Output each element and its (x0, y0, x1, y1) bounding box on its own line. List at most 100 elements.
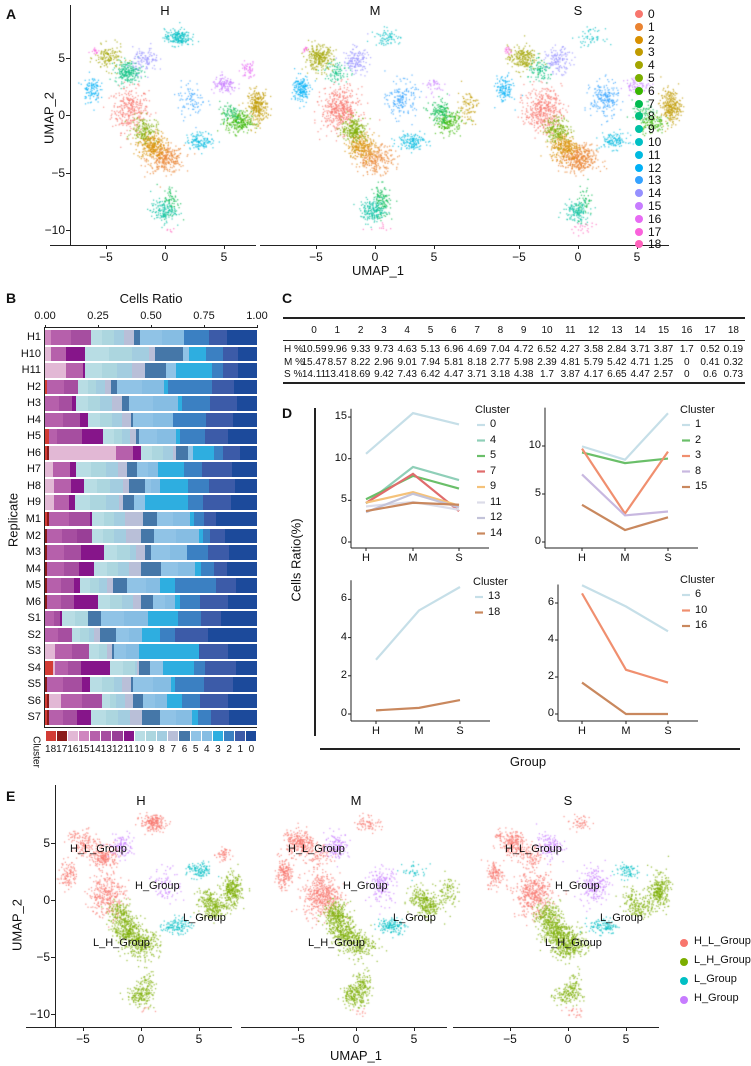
bar-segment-cluster-5 (182, 346, 190, 362)
bar-segment-cluster-14 (53, 495, 70, 510)
y-tick-label: 5 (43, 836, 50, 850)
y-tick-label: 0 (58, 108, 65, 122)
bar-segment-cluster-3 (142, 627, 161, 643)
bar-segment-cluster-6 (112, 578, 128, 593)
x-tick-label: −5 (291, 1032, 305, 1046)
facet-title-h: H (136, 793, 146, 808)
line-x-tick-label: M (620, 552, 630, 564)
table-cell: 0 (684, 356, 690, 368)
bar-segment-cluster-6 (133, 330, 141, 345)
table-header-cell: 0 (311, 325, 317, 336)
bar-segment-cluster-9 (90, 495, 106, 510)
bar-segment-cluster-2 (168, 379, 212, 395)
bar-segment-cluster-3 (160, 578, 175, 593)
table-row-label: H % (284, 344, 303, 355)
bar-segment-cluster-1 (210, 710, 230, 725)
bar-segment-cluster-1 (210, 396, 237, 411)
table-cell: 3.58 (583, 344, 604, 355)
bar-segment-cluster-1 (215, 578, 237, 593)
bar-segment-cluster-0 (237, 363, 258, 378)
table-cell: 3.71 (467, 369, 487, 380)
bar-row (45, 429, 258, 444)
table-cell: 3.71 (630, 344, 650, 355)
bar-segment-cluster-4 (173, 511, 191, 527)
bar-segment-cluster-8 (135, 660, 138, 676)
bar-segment-cluster-13 (64, 545, 82, 560)
bar-segment-cluster-14 (47, 545, 65, 560)
line-panel-left-rule (314, 408, 316, 736)
group-annotation: H_L_Group (505, 843, 562, 855)
table-cell: 6.52 (537, 344, 557, 355)
cluster-legend-label-2: 2 (226, 744, 232, 755)
bar-segment-cluster-7 (137, 660, 140, 676)
bar-segment-cluster-13 (53, 611, 61, 626)
bar-segment-cluster-14 (55, 660, 69, 676)
bar-segment-cluster-13 (58, 627, 72, 643)
y-tick (51, 1014, 55, 1015)
replicate-label: H7 (26, 463, 41, 476)
bar-row (45, 346, 258, 362)
bar-segment-cluster-11 (70, 478, 85, 494)
bar-row (45, 330, 258, 345)
bar-segment-cluster-14 (47, 379, 64, 395)
bar-segment-cluster-7 (124, 693, 133, 709)
bar-segment-cluster-10 (91, 710, 106, 725)
bar-bottom-axis (44, 727, 257, 728)
bar-row (45, 495, 258, 510)
replicate-label: H6 (26, 446, 41, 459)
bar-segment-cluster-0 (224, 528, 258, 544)
x-tick-label: 0 (371, 250, 379, 264)
bar-segment-cluster-9 (122, 660, 136, 676)
bar-segment-cluster-0 (232, 412, 258, 428)
cluster-legend-label-3: 3 (215, 744, 221, 755)
y-tick (66, 115, 70, 116)
bar-row (45, 611, 258, 626)
bar-segment-cluster-13 (62, 528, 78, 544)
table-header-rule (283, 340, 745, 341)
line-series-cluster-0 (365, 411, 460, 455)
bar-segment-cluster-1 (199, 693, 229, 709)
bar-segment-cluster-4 (175, 528, 200, 544)
replicate-label: S5 (27, 678, 41, 691)
bar-segment-cluster-17 (47, 511, 50, 527)
bar-segment-cluster-2 (187, 478, 210, 494)
x-tick-label: 0 (352, 1032, 360, 1046)
bar-segment-cluster-0 (231, 462, 258, 477)
table-header-cell: 1 (334, 325, 341, 336)
group-annotation: L_H_Group (93, 937, 150, 949)
cluster-legend-swatch-10 (134, 731, 145, 741)
replicate-label: H2 (26, 380, 41, 393)
bar-segment-cluster-2 (194, 660, 205, 676)
bar-segment-cluster-11 (71, 396, 76, 411)
x-axis-line (463, 245, 669, 246)
bar-segment-cluster-14 (47, 528, 63, 544)
bar-segment-cluster-11 (66, 346, 86, 362)
bar-segment-cluster-2 (214, 445, 224, 461)
table-cell: 4.72 (513, 344, 534, 355)
legend-dot-h-l-group (680, 939, 688, 947)
cluster-legend-label-7: 7 (170, 744, 177, 755)
bar-segment-cluster-5 (144, 478, 152, 494)
x-tick (224, 245, 225, 249)
bar-segment-cluster-9 (152, 445, 164, 461)
bar-x-tick-label: 0.50 (140, 310, 162, 322)
line-x-tick-label: H (578, 552, 586, 564)
bar-segment-cluster-0 (229, 545, 258, 560)
bar-segment-cluster-1 (222, 445, 241, 461)
umap-scatter-s (473, 790, 688, 1030)
bar-segment-cluster-7 (128, 561, 142, 577)
bar-segment-cluster-1 (214, 561, 228, 577)
x-tick-label: −5 (309, 250, 323, 264)
line-legend-label-13: 13 (488, 590, 501, 602)
legend-dot-cluster-14 (635, 189, 643, 198)
replicate-label: S6 (27, 694, 41, 707)
legend-label-cluster-13: 13 (648, 173, 662, 188)
bar-segment-cluster-9 (102, 677, 115, 692)
bar-segment-cluster-17 (47, 693, 50, 709)
bar-segment-cluster-16 (45, 462, 54, 477)
x-tick-label: −5 (512, 250, 526, 264)
bar-segment-cluster-9 (110, 594, 123, 610)
bar-segment-cluster-7 (124, 511, 144, 527)
table-cell: 5.42 (607, 356, 627, 368)
y-axis-line (55, 785, 56, 1028)
